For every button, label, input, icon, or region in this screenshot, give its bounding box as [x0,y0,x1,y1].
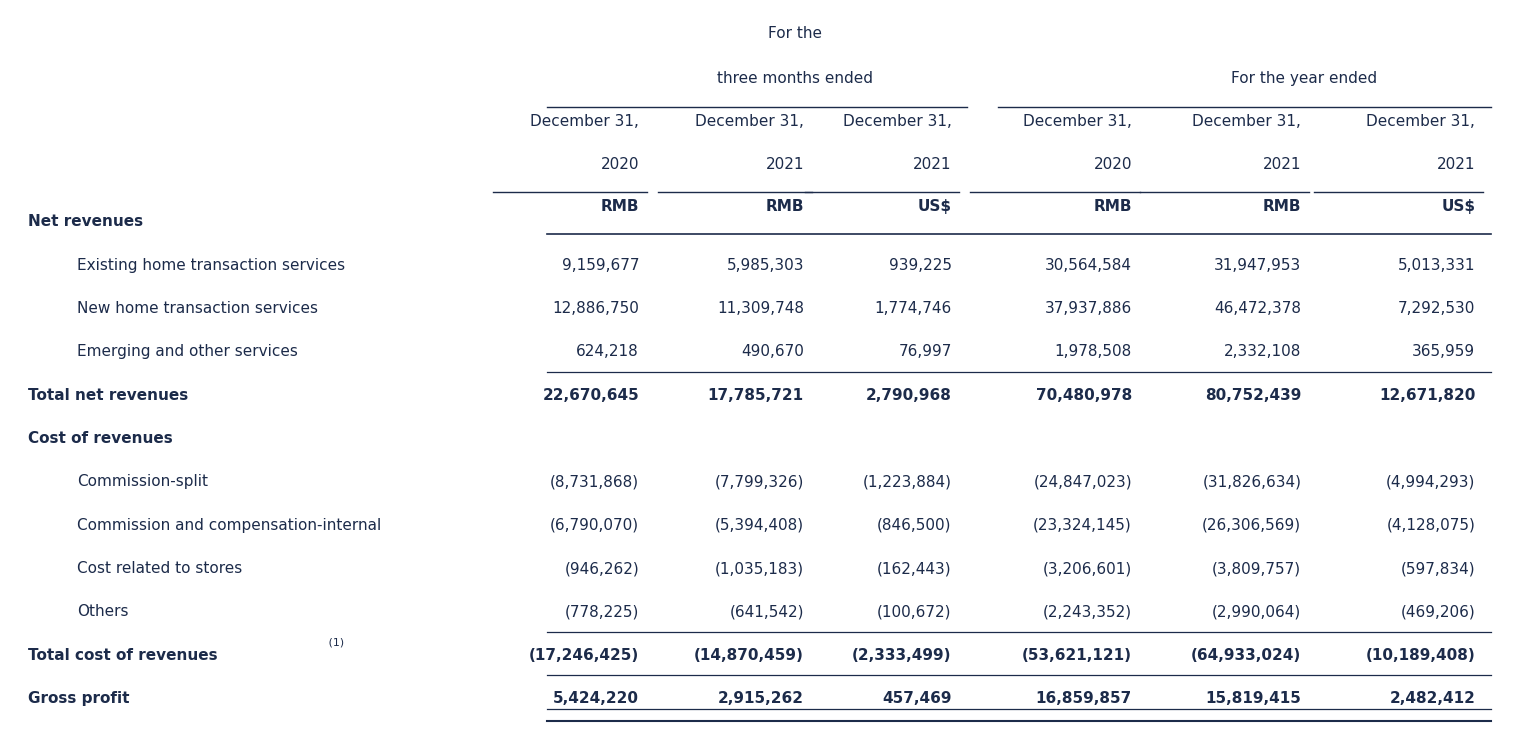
Text: 80,752,439: 80,752,439 [1204,387,1301,403]
Text: For the: For the [768,26,822,40]
Text: 365,959: 365,959 [1412,344,1475,359]
Text: (2,243,352): (2,243,352) [1043,604,1132,620]
Text: 2,482,412: 2,482,412 [1389,691,1475,706]
Text: 490,670: 490,670 [741,344,804,359]
Text: (64,933,024): (64,933,024) [1190,648,1301,663]
Text: 5,424,220: 5,424,220 [553,691,639,706]
Text: December 31,: December 31, [530,114,639,129]
Text: 1,774,746: 1,774,746 [875,301,952,316]
Text: 31,947,953: 31,947,953 [1214,257,1301,273]
Text: For the year ended: For the year ended [1230,71,1377,86]
Text: (469,206): (469,206) [1400,604,1475,620]
Text: (597,834): (597,834) [1401,561,1475,576]
Text: (7,799,326): (7,799,326) [715,474,804,490]
Text: (846,500): (846,500) [878,517,952,533]
Text: 30,564,584: 30,564,584 [1046,257,1132,273]
Text: 5,985,303: 5,985,303 [727,257,804,273]
Text: (5,394,408): (5,394,408) [715,517,804,533]
Text: (24,847,023): (24,847,023) [1033,474,1132,490]
Text: RMB: RMB [601,199,639,214]
Text: RMB: RMB [1093,199,1132,214]
Text: (17,246,425): (17,246,425) [528,648,639,663]
Text: December 31,: December 31, [1192,114,1301,129]
Text: 9,159,677: 9,159,677 [562,257,639,273]
Text: December 31,: December 31, [1023,114,1132,129]
Text: US$: US$ [1441,199,1475,214]
Text: (31,826,634): (31,826,634) [1203,474,1301,490]
Text: three months ended: three months ended [718,71,873,86]
Text: 2,915,262: 2,915,262 [718,691,804,706]
Text: 2021: 2021 [765,157,804,171]
Text: 70,480,978: 70,480,978 [1036,387,1132,403]
Text: (53,621,121): (53,621,121) [1023,648,1132,663]
Text: US$: US$ [918,199,952,214]
Text: 2,332,108: 2,332,108 [1224,344,1301,359]
Text: Existing home transaction services: Existing home transaction services [77,257,345,273]
Text: (3,206,601): (3,206,601) [1043,561,1132,576]
Text: 2021: 2021 [1263,157,1301,171]
Text: Total net revenues: Total net revenues [28,387,188,403]
Text: 46,472,378: 46,472,378 [1215,301,1301,316]
Text: (1,223,884): (1,223,884) [862,474,952,490]
Text: (2,990,064): (2,990,064) [1212,604,1301,620]
Text: (10,189,408): (10,189,408) [1366,648,1475,663]
Text: 939,225: 939,225 [889,257,952,273]
Text: 2021: 2021 [1437,157,1475,171]
Text: (3,809,757): (3,809,757) [1212,561,1301,576]
Text: 1,978,508: 1,978,508 [1055,344,1132,359]
Text: 37,937,886: 37,937,886 [1044,301,1132,316]
Text: 16,859,857: 16,859,857 [1036,691,1132,706]
Text: 15,819,415: 15,819,415 [1206,691,1301,706]
Text: (1): (1) [325,637,343,647]
Text: New home transaction services: New home transaction services [77,301,317,316]
Text: (2,333,499): (2,333,499) [852,648,952,663]
Text: 457,469: 457,469 [882,691,952,706]
Text: 2021: 2021 [913,157,952,171]
Text: (162,443): (162,443) [878,561,952,576]
Text: Gross profit: Gross profit [28,691,129,706]
Text: (1,035,183): (1,035,183) [715,561,804,576]
Text: (778,225): (778,225) [565,604,639,620]
Text: (8,731,868): (8,731,868) [550,474,639,490]
Text: Commission-split: Commission-split [77,474,208,490]
Text: (23,324,145): (23,324,145) [1033,517,1132,533]
Text: Others: Others [77,604,128,620]
Text: (946,262): (946,262) [564,561,639,576]
Text: (641,542): (641,542) [730,604,804,620]
Text: Commission and compensation-internal: Commission and compensation-internal [77,517,382,533]
Text: RMB: RMB [1263,199,1301,214]
Text: December 31,: December 31, [842,114,952,129]
Text: 5,013,331: 5,013,331 [1398,257,1475,273]
Text: (6,790,070): (6,790,070) [550,517,639,533]
Text: 12,886,750: 12,886,750 [553,301,639,316]
Text: Cost related to stores: Cost related to stores [77,561,242,576]
Text: RMB: RMB [765,199,804,214]
Text: 2020: 2020 [601,157,639,171]
Text: 12,671,820: 12,671,820 [1378,387,1475,403]
Text: 17,785,721: 17,785,721 [708,387,804,403]
Text: December 31,: December 31, [1366,114,1475,129]
Text: (4,128,075): (4,128,075) [1386,517,1475,533]
Text: Total cost of revenues: Total cost of revenues [28,648,217,663]
Text: (4,994,293): (4,994,293) [1386,474,1475,490]
Text: Net revenues: Net revenues [28,214,143,229]
Text: December 31,: December 31, [695,114,804,129]
Text: 11,309,748: 11,309,748 [718,301,804,316]
Text: 7,292,530: 7,292,530 [1398,301,1475,316]
Text: 22,670,645: 22,670,645 [542,387,639,403]
Text: (14,870,459): (14,870,459) [695,648,804,663]
Text: 624,218: 624,218 [576,344,639,359]
Text: 2,790,968: 2,790,968 [865,387,952,403]
Text: Cost of revenues: Cost of revenues [28,431,172,446]
Text: Emerging and other services: Emerging and other services [77,344,297,359]
Text: (100,672): (100,672) [878,604,952,620]
Text: 76,997: 76,997 [898,344,952,359]
Text: 2020: 2020 [1093,157,1132,171]
Text: (26,306,569): (26,306,569) [1203,517,1301,533]
